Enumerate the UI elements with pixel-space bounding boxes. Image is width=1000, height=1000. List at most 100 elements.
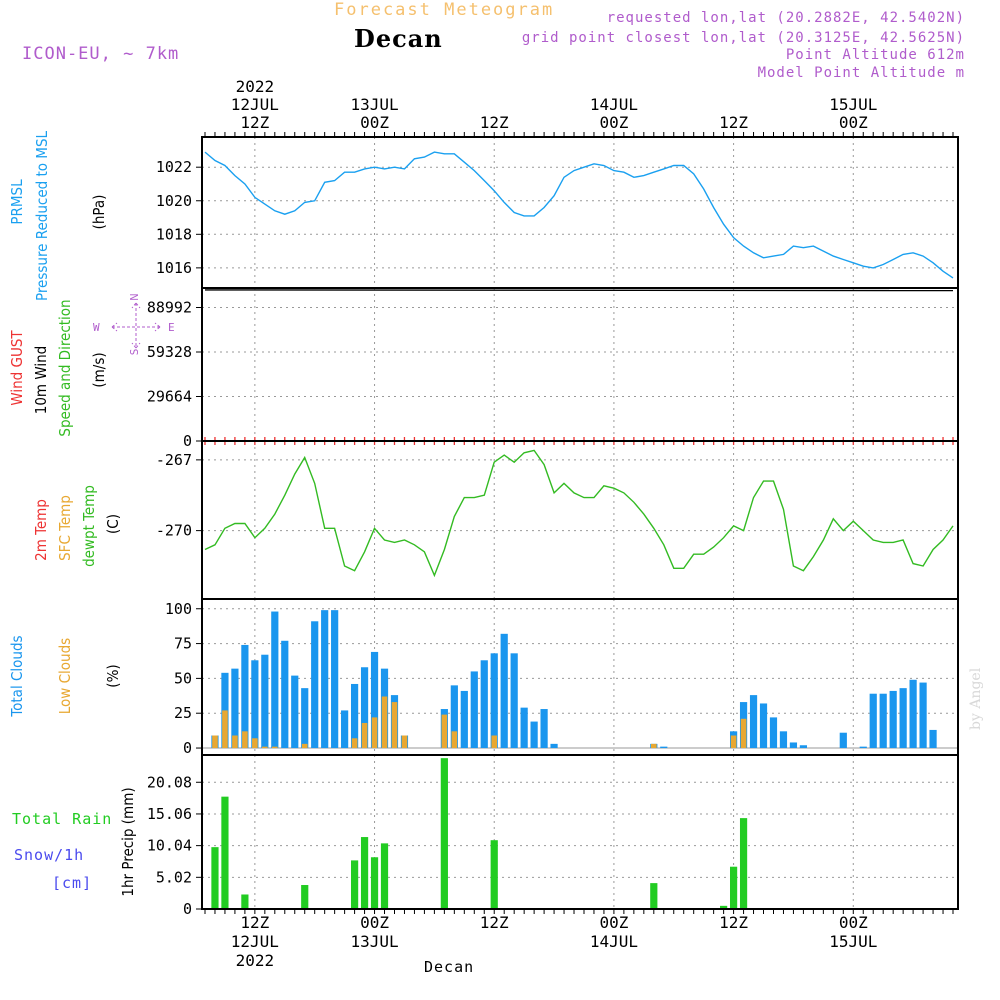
- y-tick-label: 29664: [147, 388, 192, 406]
- low-cloud-bar: [371, 717, 378, 749]
- y-tick-label: 0: [183, 739, 192, 757]
- total-cloud-bar: [241, 644, 249, 749]
- total-cloud-bar: [321, 610, 329, 749]
- top-axis-hour: 00Z: [599, 113, 628, 132]
- top-axis-hour: 12Z: [719, 113, 748, 132]
- rain-bar: [440, 758, 448, 909]
- bottom-axis-year: 2022: [236, 951, 275, 970]
- low-cloud-bar: [740, 718, 747, 749]
- total-cloud-bar: [301, 688, 309, 749]
- y-tick-label: 75: [174, 635, 192, 653]
- total-cloud-bar: [909, 679, 917, 749]
- total-cloud-bar: [360, 667, 369, 749]
- top-axis-hour: 00Z: [839, 113, 868, 132]
- bottom-axis-date: 13JUL: [350, 932, 398, 951]
- total-cloud-bar: [540, 709, 548, 749]
- y-tick-label: -270: [156, 522, 192, 540]
- bottom-axis-hour: 12Z: [240, 913, 269, 932]
- model-altitude: Model Point Altitude m: [757, 65, 965, 81]
- total-cloud-bar: [490, 653, 498, 749]
- low-cloud-bar: [361, 722, 368, 749]
- total-cloud-bar: [799, 745, 808, 749]
- legend-total-clouds: Total Clouds: [8, 635, 26, 717]
- total-cloud-bar: [929, 729, 937, 749]
- low-cloud-bar: [262, 746, 268, 749]
- rain-bar: [650, 883, 658, 909]
- y-tick-label: 88992: [147, 299, 192, 317]
- bottom-axis-date: 14JUL: [590, 932, 638, 951]
- wind-speed-line: [204, 289, 954, 292]
- gridpoint-coords: grid point closest lon,lat (20.3125E, 42…: [521, 30, 965, 46]
- low-cloud-bar: [651, 743, 657, 749]
- total-cloud-bar: [899, 688, 907, 749]
- low-cloud-bar: [351, 738, 358, 749]
- legend-wind-unit: (m/s): [90, 352, 108, 387]
- y-tick-label: 25: [174, 704, 192, 722]
- total-cloud-bar: [271, 611, 279, 749]
- top-axis-hour: 12Z: [240, 113, 269, 132]
- total-cloud-bar: [779, 731, 788, 749]
- total-cloud-bar: [859, 746, 867, 749]
- legend-10m-wind: 10m Wind: [32, 346, 50, 415]
- bottom-axis-hour: 12Z: [480, 913, 509, 932]
- y-tick-label: 100: [165, 600, 192, 618]
- total-cloud-bar: [291, 675, 299, 749]
- total-cloud-bar: [759, 703, 768, 749]
- y-tick-label: 50: [174, 669, 192, 687]
- point-altitude: Point Altitude 612m: [785, 47, 965, 63]
- compass-east-icon: E: [168, 321, 175, 334]
- legend-temp-unit: (C): [104, 514, 122, 534]
- total-cloud-bar: [370, 651, 379, 749]
- low-cloud-bar: [441, 714, 448, 749]
- legend-snow-unit: [cm]: [52, 874, 93, 892]
- total-cloud-bar: [520, 707, 528, 749]
- total-cloud-bar: [660, 746, 668, 749]
- total-cloud-bar: [919, 682, 927, 749]
- panel-frame: [201, 440, 959, 600]
- rain-bar: [301, 885, 309, 909]
- total-cloud-bar: [769, 717, 778, 749]
- total-cloud-bar: [460, 690, 468, 749]
- legend-total-rain: Total Rain: [12, 810, 113, 828]
- low-cloud-bar: [222, 710, 228, 749]
- total-cloud-bar: [869, 693, 877, 749]
- low-cloud-bar: [401, 735, 408, 749]
- total-cloud-bar: [341, 710, 349, 749]
- y-tick-label: 5.02: [156, 868, 192, 886]
- bottom-axis-date: 12JUL: [231, 932, 279, 951]
- y-tick-label: -267: [156, 451, 192, 469]
- bottom-axis-hour: 12Z: [719, 913, 748, 932]
- total-cloud-bar: [749, 695, 758, 749]
- total-cloud-bar: [331, 610, 339, 749]
- total-cloud-bar: [839, 732, 847, 749]
- y-tick-label: 20.08: [147, 773, 192, 791]
- y-tick-label: 1020: [156, 192, 192, 210]
- y-tick-label: 1016: [156, 259, 192, 277]
- low-cloud-bar: [381, 696, 388, 749]
- x-axis-label: Decan: [424, 958, 475, 976]
- y-tick-label: 0: [183, 900, 192, 918]
- location-title: Decan: [354, 24, 443, 53]
- compass-west-icon: W: [93, 321, 100, 334]
- top-axis-date: 12JUL: [231, 95, 279, 114]
- rain-bar: [211, 847, 219, 909]
- rain-bar: [490, 840, 498, 909]
- compass-south-icon: S: [128, 349, 141, 355]
- bottom-axis-date: 15JUL: [829, 932, 877, 951]
- y-tick-label: 15.06: [147, 805, 192, 823]
- legend-prmsl: PRMSL: [8, 179, 26, 225]
- rain-bar: [370, 857, 379, 909]
- low-cloud-bar: [730, 735, 737, 749]
- legend-dewpt-temp: dewpt Temp: [80, 485, 98, 567]
- legend-pressure-unit: (hPa): [90, 195, 108, 230]
- y-tick-label: 10.04: [147, 837, 192, 855]
- y-tick-label: 1018: [156, 225, 192, 243]
- low-cloud-bar: [212, 735, 218, 749]
- total-cloud-bar: [350, 683, 359, 749]
- top-axis-date: 14JUL: [590, 95, 638, 114]
- total-cloud-bar: [879, 693, 887, 749]
- requested-coords: requested lon,lat (20.2882E, 42.5402N): [606, 10, 965, 26]
- rain-bar: [360, 837, 369, 909]
- y-tick-label: 0: [183, 432, 192, 450]
- low-cloud-bar: [242, 731, 248, 749]
